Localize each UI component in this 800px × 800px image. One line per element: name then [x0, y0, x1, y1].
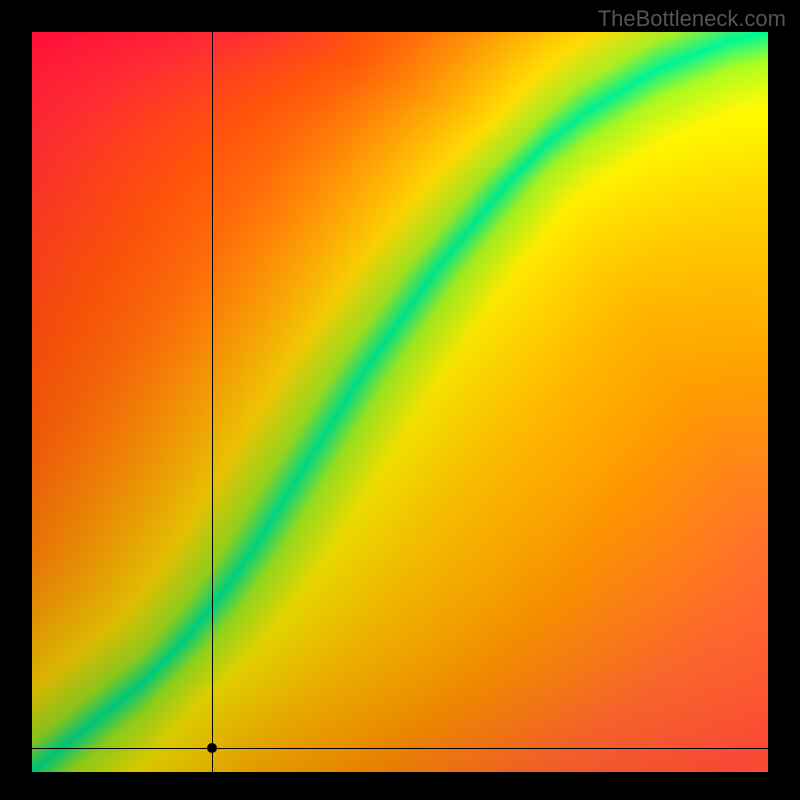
watermark: TheBottleneck.com: [598, 6, 786, 32]
heatmap-canvas: [32, 32, 768, 772]
crosshair-horizontal: [32, 748, 768, 749]
crosshair-vertical: [212, 32, 213, 772]
marker-dot: [207, 743, 217, 753]
heatmap-plot: [32, 32, 768, 772]
